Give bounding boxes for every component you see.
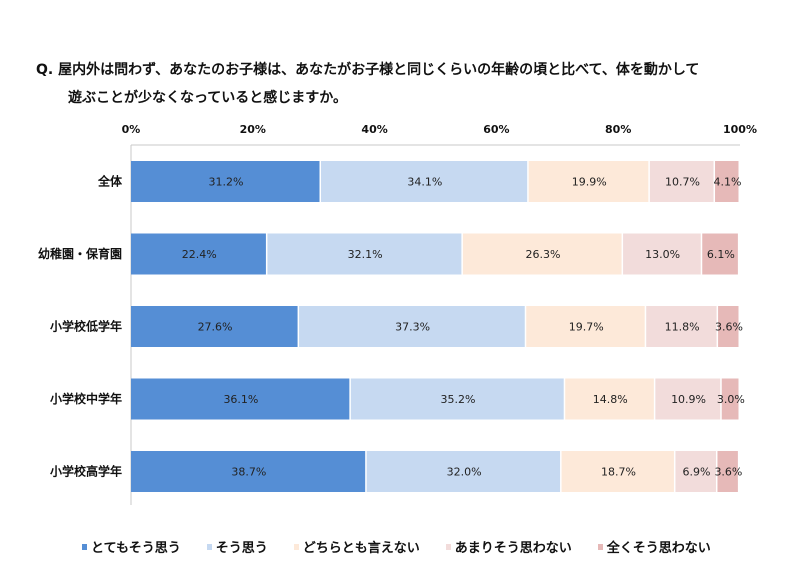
- data-label: 34.1%: [407, 176, 442, 189]
- legend-swatch: [206, 543, 212, 550]
- data-label: 6.9%: [682, 466, 710, 479]
- data-label: 19.7%: [569, 321, 604, 334]
- bar-segment: [131, 306, 298, 347]
- x-tick-label: 80%: [605, 123, 631, 136]
- data-label: 3.0%: [717, 393, 745, 406]
- bar-segment: [702, 233, 738, 275]
- bar-segment: [528, 161, 649, 202]
- data-label: 10.7%: [665, 176, 700, 189]
- data-label: 3.6%: [715, 321, 743, 334]
- legend-label: 全くそう思わない: [606, 541, 711, 556]
- data-label: 13.0%: [645, 248, 680, 261]
- category-label: 小学校高学年: [50, 464, 122, 479]
- x-tick-label: 40%: [361, 123, 387, 136]
- bar-segment: [131, 451, 366, 492]
- category-label: 小学校低学年: [50, 319, 122, 334]
- bar-segment: [299, 306, 525, 347]
- bar-segment: [721, 378, 739, 420]
- data-label: 11.8%: [665, 321, 700, 334]
- legend-label: そう思う: [215, 541, 268, 556]
- bar-segment: [561, 451, 674, 492]
- x-tick-label: 100%: [723, 123, 757, 136]
- legend-item: 全くそう思わない: [597, 537, 711, 556]
- legend-item: そう思う: [206, 537, 268, 556]
- x-tick-label: 20%: [240, 123, 266, 136]
- bar-segment: [321, 161, 528, 202]
- data-label: 14.8%: [593, 393, 628, 406]
- data-label: 26.3%: [526, 248, 561, 261]
- bar-segment: [462, 233, 622, 275]
- data-label: 6.1%: [707, 248, 735, 261]
- data-label: 4.1%: [714, 176, 742, 189]
- data-label: 36.1%: [223, 393, 258, 406]
- data-label: 31.2%: [209, 176, 244, 189]
- bar-segment: [267, 233, 462, 275]
- chart-title: Q. 屋内外は問わず、あなたのお子様は、あなたがお子様と同じくらいの年齢の頃と比…: [36, 56, 699, 112]
- category-label: 小学校中学年: [50, 391, 122, 406]
- legend-item: あまりそう思わない: [445, 537, 572, 556]
- data-label: 18.7%: [601, 466, 636, 479]
- legend-swatch: [445, 543, 451, 550]
- category-label: 全体: [97, 174, 123, 189]
- legend-label: どちらとも言えない: [302, 541, 420, 556]
- legend-item: とてもそう思う: [82, 537, 181, 556]
- x-tick-label: 60%: [483, 123, 509, 136]
- bar-segment: [131, 161, 320, 202]
- data-label: 10.9%: [671, 393, 706, 406]
- data-label: 35.2%: [441, 393, 476, 406]
- data-label: 32.0%: [447, 466, 482, 479]
- bar-segment: [366, 451, 561, 492]
- x-tick-label: 0%: [122, 123, 141, 136]
- legend-label: あまりそう思わない: [454, 541, 572, 556]
- bar-segment: [623, 233, 701, 275]
- bar-segment: [526, 306, 645, 347]
- legend-item: どちらとも言えない: [293, 537, 420, 556]
- legend-swatch: [597, 543, 603, 550]
- bar-segment: [565, 378, 654, 420]
- bar-segment: [646, 306, 717, 347]
- bar-segment: [655, 378, 721, 420]
- bar-segment: [350, 378, 564, 420]
- bar-segment: [717, 451, 738, 492]
- title-line-1: Q. 屋内外は問わず、あなたのお子様は、あなたがお子様と同じくらいの年齢の頃と比…: [36, 62, 700, 78]
- bar-segment: [715, 161, 739, 202]
- bar-segment: [131, 233, 266, 275]
- data-label: 22.4%: [182, 248, 217, 261]
- data-label: 3.6%: [714, 466, 742, 479]
- legend-swatch: [293, 543, 299, 550]
- data-label: 38.7%: [231, 466, 266, 479]
- legend-label: とてもそう思う: [91, 541, 181, 556]
- bar-segment: [131, 378, 350, 420]
- bar-segment: [675, 451, 716, 492]
- legend-swatch: [82, 543, 87, 550]
- data-label: 32.1%: [348, 248, 383, 261]
- data-label: 19.9%: [572, 176, 607, 189]
- data-label: 37.3%: [395, 321, 430, 334]
- bar-segment: [718, 306, 739, 347]
- bar-segment: [649, 161, 714, 202]
- data-label: 27.6%: [198, 321, 233, 334]
- legend: とてもそう思う そう思う どちらとも言えない あまりそう思わない 全くそう思わない: [82, 537, 711, 556]
- category-label: 幼稚園・保育園: [38, 246, 122, 261]
- title-line-2: 遊ぶことが少なくなっていると感じますか。: [68, 90, 348, 106]
